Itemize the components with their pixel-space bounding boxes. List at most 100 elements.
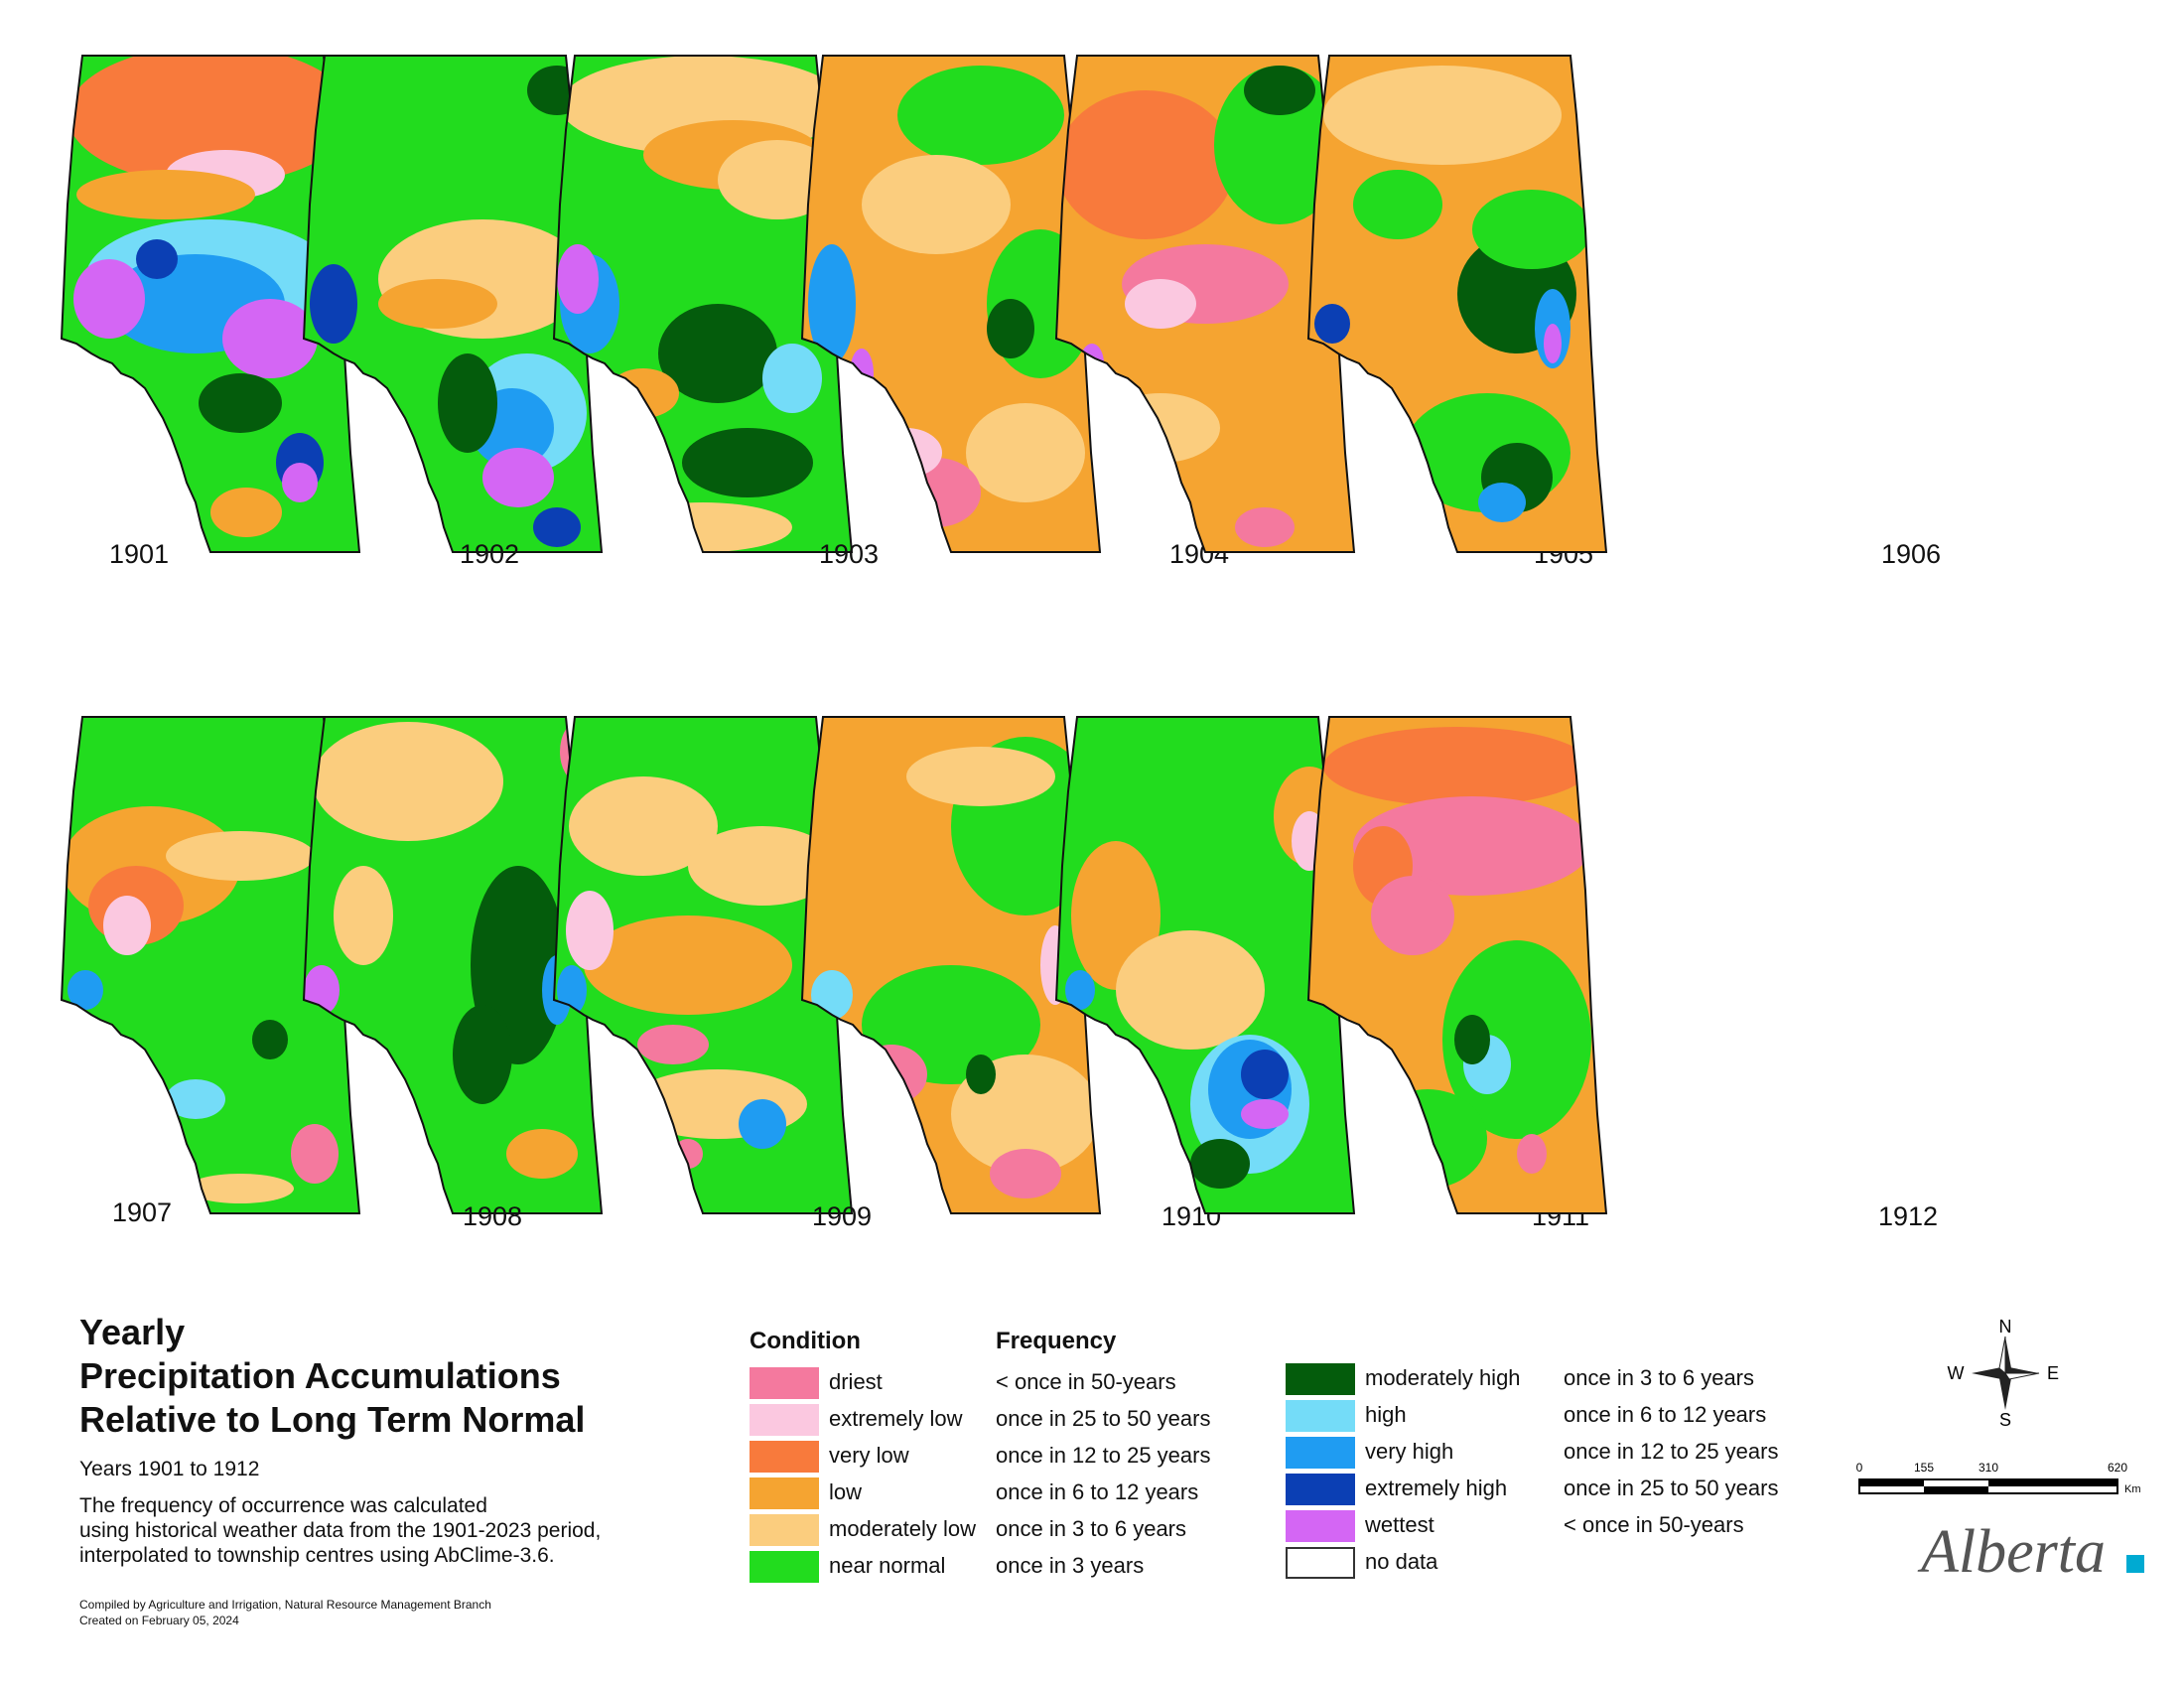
precip-region (533, 507, 581, 547)
high-condition-legend-row: wettest < once in 50-years (1286, 1510, 1822, 1544)
precip-region (73, 259, 145, 339)
precip-region (856, 1045, 927, 1104)
precip-region (1353, 170, 1442, 239)
precip-region (252, 1020, 288, 1059)
precip-region (166, 1079, 225, 1119)
precip-region (166, 831, 315, 881)
precip-region (1125, 279, 1196, 329)
legend-swatch (1286, 1474, 1355, 1505)
high-condition-legend-row: high once in 6 to 12 years (1286, 1400, 1822, 1434)
legend-frequency-label: once in 3 to 6 years (1564, 1365, 1755, 1390)
credits: Compiled by Agriculture and Irrigation, … (79, 1597, 491, 1628)
precip-region (682, 428, 813, 497)
legend-condition-label: no data (1365, 1549, 1438, 1574)
legend-swatch (750, 1404, 819, 1436)
compass-s: S (1999, 1410, 2011, 1428)
precip-region (1371, 876, 1454, 955)
title-line-1: Yearly (79, 1312, 186, 1352)
precip-region (614, 502, 792, 552)
year-label: 1902 (460, 539, 519, 569)
year-label: 1908 (463, 1201, 522, 1231)
legend-condition-label: extremely high (1365, 1476, 1508, 1500)
province-border (1054, 55, 1356, 553)
compass-e: E (2047, 1363, 2059, 1383)
precip-region (808, 244, 856, 363)
legend-swatch (1286, 1437, 1355, 1469)
precip-region (688, 826, 837, 906)
precip-region (199, 373, 282, 433)
precip-region (334, 866, 393, 965)
compass-rose-icon: N S W E (1948, 1319, 2060, 1428)
high-condition-legend-row: no data (1286, 1547, 1822, 1581)
compass-n: N (1999, 1319, 2012, 1336)
condition-header: Condition (750, 1328, 861, 1354)
precip-region (313, 722, 503, 841)
province-map-1902: 1902 (302, 55, 604, 569)
precip-region (210, 488, 282, 537)
scale-tick-620: 620 (2108, 1461, 2127, 1475)
precip-region (584, 915, 792, 1015)
precip-region (222, 299, 318, 378)
precip-region (453, 1005, 512, 1104)
precip-region (891, 458, 981, 527)
legend-frequency-label: once in 25 to 50 years (996, 1406, 1211, 1431)
legend-condition-label: wettest (1365, 1512, 1434, 1537)
precip-region (762, 344, 822, 413)
condition-legend-row: low once in 6 to 12 years (750, 1477, 1254, 1511)
precip-region (1065, 970, 1095, 1010)
legend-frequency-label: once in 12 to 25 years (996, 1443, 1211, 1468)
legend-frequency-label: < once in 50-years (1564, 1512, 1744, 1537)
precip-region (1472, 190, 1591, 269)
precip-region (506, 1129, 578, 1179)
precip-region (68, 970, 103, 1010)
legend-condition-label: very low (829, 1443, 909, 1468)
precip-region (1214, 66, 1345, 224)
high-condition-legend-row: extremely high once in 25 to 50 years (1286, 1474, 1822, 1507)
precip-region (68, 56, 353, 185)
precip-region (187, 1174, 294, 1203)
province-border (1054, 716, 1356, 1214)
legend-frequency-label: once in 12 to 25 years (1564, 1439, 1779, 1464)
description-line-2: using historical weather data from the 1… (79, 1519, 602, 1542)
precip-region (282, 463, 318, 502)
frequency-header: Frequency (996, 1328, 1117, 1354)
province-border (60, 716, 361, 1214)
province-border (302, 55, 604, 553)
scale-tick-0: 0 (1856, 1461, 1863, 1475)
legend-frequency-label: < once in 50-years (996, 1369, 1176, 1394)
legend-condition-label: very high (1365, 1439, 1454, 1464)
legend-condition-label: moderately high (1365, 1365, 1521, 1390)
legend-condition-label: low (829, 1479, 863, 1504)
scale-tick-310: 310 (1979, 1461, 1998, 1475)
legend-swatch (1286, 1510, 1355, 1542)
precip-region (1101, 393, 1220, 463)
precip-region (966, 1055, 996, 1094)
precip-region (1241, 1050, 1289, 1099)
precip-region (1478, 483, 1526, 522)
precip-region (739, 1099, 786, 1149)
legend-frequency-label: once in 6 to 12 years (996, 1479, 1199, 1504)
province-border (800, 55, 1102, 553)
title-line-3: Relative to Long Term Normal (79, 1399, 586, 1440)
precip-region (906, 747, 1055, 806)
province-border (1306, 55, 1608, 553)
province-border (60, 55, 361, 553)
precip-region (378, 279, 497, 329)
year-label: 1909 (812, 1201, 872, 1231)
description-line-3: interpolated to township centres using A… (79, 1544, 555, 1567)
legend-condition-label: near normal (829, 1553, 946, 1578)
legend-swatch (750, 1477, 819, 1509)
precip-region (438, 353, 497, 453)
legend-frequency-label: once in 6 to 12 years (1564, 1402, 1767, 1427)
legend-swatch (750, 1367, 819, 1399)
legend-condition-label: driest (829, 1369, 883, 1394)
legend-swatch (1286, 1400, 1355, 1432)
legend-condition-label: extremely low (829, 1406, 963, 1431)
province-border (1306, 716, 1608, 1214)
precip-region (1244, 66, 1315, 115)
precip-region (862, 155, 1011, 254)
precip-region (310, 264, 357, 344)
legend-swatch (1286, 1363, 1355, 1395)
alberta-logo-square (2126, 1555, 2144, 1573)
scale-bar: 0 155 310 620 Km (1856, 1461, 2141, 1495)
